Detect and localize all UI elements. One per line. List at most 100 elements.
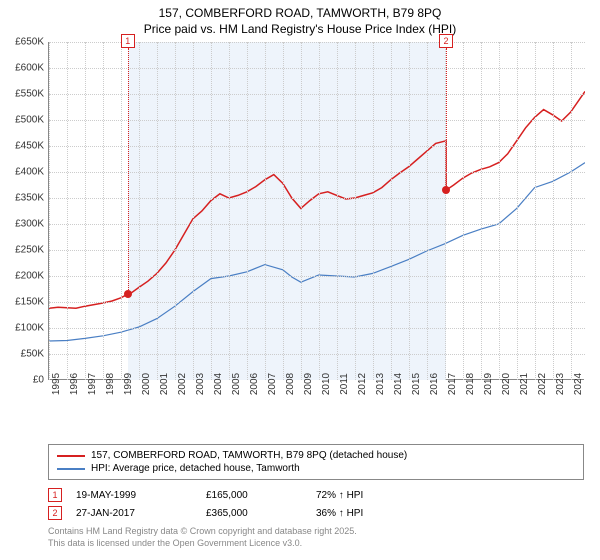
sale-hpi: 72% ↑ HPI (316, 490, 416, 501)
legend-item: 157, COMBERFORD ROAD, TAMWORTH, B79 8PQ … (57, 449, 575, 462)
legend-swatch (57, 455, 85, 457)
gridline-v (355, 42, 356, 380)
x-axis-label: 2000 (141, 373, 152, 395)
gridline-v (49, 42, 50, 380)
sale-marker-dot (442, 186, 450, 194)
sale-row: 119-MAY-1999£165,00072% ↑ HPI (48, 486, 584, 504)
gridline-v (463, 42, 464, 380)
gridline-v (319, 42, 320, 380)
gridline-v (265, 42, 266, 380)
y-axis-label: £150K (0, 297, 44, 308)
gridline-v (535, 42, 536, 380)
sale-date: 19-MAY-1999 (76, 490, 206, 501)
sale-hpi: 36% ↑ HPI (316, 508, 416, 519)
x-axis-label: 2011 (339, 373, 350, 395)
footnote-line2: This data is licensed under the Open Gov… (48, 538, 584, 550)
x-axis-label: 2002 (177, 373, 188, 395)
series-line (49, 163, 585, 341)
x-axis-label: 2022 (537, 373, 548, 395)
y-axis-label: £650K (0, 37, 44, 48)
x-axis-label: 2009 (303, 373, 314, 395)
gridline-v (427, 42, 428, 380)
gridline-v (553, 42, 554, 380)
x-axis-label: 1997 (87, 373, 98, 395)
x-axis-label: 2019 (483, 373, 494, 395)
legend-block: 157, COMBERFORD ROAD, TAMWORTH, B79 8PQ … (48, 444, 584, 549)
gridline-h (49, 354, 585, 355)
chart-area: 12 £0£50K£100K£150K£200K£250K£300K£350K£… (48, 42, 584, 412)
gridline-h (49, 224, 585, 225)
gridline-h (49, 328, 585, 329)
sale-row-marker: 1 (48, 488, 62, 502)
gridline-h (49, 302, 585, 303)
x-axis-label: 2017 (447, 373, 458, 395)
gridline-v (229, 42, 230, 380)
gridline-v (121, 42, 122, 380)
x-axis-label: 2021 (519, 373, 530, 395)
gridline-h (49, 198, 585, 199)
legend-label: 157, COMBERFORD ROAD, TAMWORTH, B79 8PQ … (91, 450, 407, 461)
sale-marker-dot (124, 290, 132, 298)
footnote: Contains HM Land Registry data © Crown c… (48, 522, 584, 549)
x-axis-label: 2010 (321, 373, 332, 395)
sale-marker-line (446, 48, 447, 190)
x-axis-label: 2006 (249, 373, 260, 395)
sales-table: 119-MAY-1999£165,00072% ↑ HPI227-JAN-201… (48, 486, 584, 522)
plot-region: 12 (48, 42, 584, 380)
y-axis-label: £200K (0, 271, 44, 282)
chart-title: 157, COMBERFORD ROAD, TAMWORTH, B79 8PQ (0, 0, 600, 20)
y-axis-label: £0 (0, 375, 44, 386)
x-axis-label: 2023 (555, 373, 566, 395)
x-axis-label: 2024 (573, 373, 584, 395)
gridline-h (49, 146, 585, 147)
sale-marker-box: 2 (439, 34, 453, 48)
x-axis-label: 1996 (69, 373, 80, 395)
x-axis-label: 2008 (285, 373, 296, 395)
y-axis-label: £450K (0, 141, 44, 152)
gridline-v (67, 42, 68, 380)
y-axis-label: £300K (0, 219, 44, 230)
gridline-h (49, 276, 585, 277)
y-axis-label: £600K (0, 63, 44, 74)
gridline-v (391, 42, 392, 380)
x-axis-label: 2013 (375, 373, 386, 395)
x-axis-label: 1995 (51, 373, 62, 395)
gridline-v (211, 42, 212, 380)
x-axis-label: 1998 (105, 373, 116, 395)
x-axis-label: 2020 (501, 373, 512, 395)
chart-container: 157, COMBERFORD ROAD, TAMWORTH, B79 8PQ … (0, 0, 600, 560)
chart-subtitle: Price paid vs. HM Land Registry's House … (0, 20, 600, 40)
sale-price: £365,000 (206, 508, 316, 519)
gridline-v (571, 42, 572, 380)
gridline-v (337, 42, 338, 380)
x-axis-label: 2015 (411, 373, 422, 395)
x-axis-label: 2007 (267, 373, 278, 395)
x-axis-label: 2005 (231, 373, 242, 395)
y-axis-label: £50K (0, 349, 44, 360)
sale-row: 2 27-JAN-2017£365,00036% ↑ HPI (48, 504, 584, 522)
gridline-v (481, 42, 482, 380)
gridline-v (175, 42, 176, 380)
gridline-v (247, 42, 248, 380)
line-series-svg (49, 42, 585, 380)
x-axis-label: 2004 (213, 373, 224, 395)
gridline-v (283, 42, 284, 380)
sale-date: 27-JAN-2017 (76, 508, 206, 519)
x-axis-label: 2018 (465, 373, 476, 395)
legend-item: HPI: Average price, detached house, Tamw… (57, 462, 575, 475)
gridline-h (49, 68, 585, 69)
y-axis-label: £350K (0, 193, 44, 204)
y-axis-label: £550K (0, 89, 44, 100)
legend-box: 157, COMBERFORD ROAD, TAMWORTH, B79 8PQ … (48, 444, 584, 480)
legend-swatch (57, 468, 85, 470)
legend-label: HPI: Average price, detached house, Tamw… (91, 463, 300, 474)
footnote-line1: Contains HM Land Registry data © Crown c… (48, 526, 584, 538)
gridline-v (139, 42, 140, 380)
gridline-v (409, 42, 410, 380)
gridline-v (517, 42, 518, 380)
sale-marker-box: 1 (121, 34, 135, 48)
sale-row-marker: 2 (48, 506, 62, 520)
x-axis-label: 2014 (393, 373, 404, 395)
gridline-v (301, 42, 302, 380)
gridline-h (49, 172, 585, 173)
